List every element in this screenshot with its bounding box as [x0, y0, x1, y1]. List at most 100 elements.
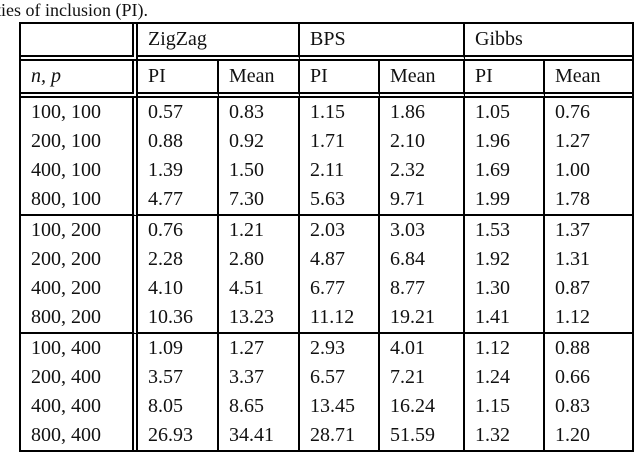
group-header-gibbs: Gibbs [465, 24, 632, 61]
value-cell: 3.03 [380, 216, 465, 245]
value-cell: 0.76 [555, 101, 590, 123]
value-cell: 2.93 [300, 334, 380, 363]
row-label: 800, 200 [21, 303, 138, 334]
table-caption-fragment: ties of inclusion (PI). [0, 0, 148, 20]
value-cell: 7.30 [219, 185, 300, 216]
value-cell: 1.99 [465, 185, 545, 216]
value-cell: 1.78 [545, 185, 632, 216]
table-row: 800, 200 10.36 13.23 11.12 19.21 1.41 1.… [21, 303, 632, 334]
row-label: 200, 100 [21, 127, 138, 156]
value-cell: 4.01 [380, 334, 465, 363]
table-row: 800, 400 26.93 34.41 28.71 51.59 1.32 1.… [21, 421, 632, 450]
row-label: 400, 400 [21, 392, 138, 421]
value-cell: 1.50 [219, 156, 300, 185]
value-cell: 1.92 [465, 245, 545, 274]
table-row: 400, 200 4.10 4.51 6.77 8.77 1.30 0.87 [21, 274, 632, 303]
value-cell: 2.28 [138, 245, 219, 274]
subheader-mean: Mean [380, 61, 465, 98]
value-cell: 1.24 [465, 363, 545, 392]
value-cell: 1.27 [219, 334, 300, 363]
value-cell: 1.41 [465, 303, 545, 334]
value-cell: 1.20 [555, 424, 590, 446]
value-cell: 1.69 [465, 156, 545, 185]
value-cell: 7.21 [380, 363, 465, 392]
group-header-bps: BPS [300, 24, 465, 61]
value-cell: 0.57 [138, 98, 219, 127]
value-cell: 0.83 [219, 98, 300, 127]
value-cell: 6.84 [380, 245, 465, 274]
row-label: 100, 100 [21, 98, 138, 127]
value-cell: 1.09 [138, 334, 219, 363]
value-cell: 1.12 [545, 303, 632, 334]
value-cell: 10.36 [138, 303, 219, 334]
value-cell: 4.10 [138, 274, 219, 303]
value-cell: 1.37 [555, 219, 590, 241]
value-cell: 0.83 [555, 395, 590, 417]
value-cell: 16.24 [380, 392, 465, 421]
group-header-row: ZigZag BPS Gibbs [21, 24, 632, 61]
table-row: 200, 100 0.88 0.92 1.71 2.10 1.96 1.27 [21, 127, 632, 156]
table-row: 400, 400 8.05 8.65 13.45 16.24 1.15 0.83 [21, 392, 632, 421]
value-cell: 4.51 [219, 274, 300, 303]
value-cell: 19.21 [380, 303, 465, 334]
value-cell: 0.76 [138, 216, 219, 245]
value-cell: 4.87 [300, 245, 380, 274]
table-row: 800, 100 4.77 7.30 5.63 9.71 1.99 1.78 [21, 185, 632, 216]
value-cell: 26.93 [138, 421, 219, 450]
value-cell: 1.32 [465, 421, 545, 450]
value-cell: 3.57 [138, 363, 219, 392]
value-cell: 13.23 [219, 303, 300, 334]
value-cell: 1.12 [465, 334, 545, 363]
subheader-mean: Mean [219, 61, 300, 98]
value-cell: 1.30 [465, 274, 545, 303]
sub-header-row: n, p PI Mean PI Mean PI Mean [21, 61, 632, 98]
row-label: 800, 100 [21, 185, 138, 216]
value-cell: 2.03 [300, 216, 380, 245]
row-label: 800, 400 [21, 421, 138, 450]
empty-corner-cell [21, 24, 138, 61]
value-cell: 0.88 [138, 127, 219, 156]
value-cell: 0.92 [219, 127, 300, 156]
row-header-label: n, p [21, 61, 138, 98]
row-label: 100, 400 [21, 334, 138, 363]
table-row: 400, 100 1.39 1.50 2.11 2.32 1.69 1.00 [21, 156, 632, 185]
value-cell: 6.77 [300, 274, 380, 303]
value-cell: 1.15 [465, 392, 545, 421]
value-cell: 2.32 [380, 156, 465, 185]
value-cell: 1.86 [380, 98, 465, 127]
subheader-mean: Mean [545, 61, 632, 98]
table-row: 100, 200 0.76 1.21 2.03 3.03 1.53 1.37 [21, 216, 632, 245]
value-cell: 0.87 [555, 277, 590, 299]
value-cell: 28.71 [300, 421, 380, 450]
value-cell: 9.71 [380, 185, 465, 216]
value-cell: 0.66 [555, 366, 590, 388]
row-label: 400, 200 [21, 274, 138, 303]
value-cell: 11.12 [300, 303, 380, 334]
value-cell: 1.96 [465, 127, 545, 156]
row-label: 400, 100 [21, 156, 138, 185]
row-label: 100, 200 [21, 216, 138, 245]
value-cell: 1.31 [555, 248, 590, 270]
value-cell: 4.77 [138, 185, 219, 216]
row-label: 200, 200 [21, 245, 138, 274]
subheader-pi: PI [465, 61, 545, 98]
value-cell: 0.88 [555, 337, 590, 359]
value-cell: 1.15 [300, 98, 380, 127]
value-cell: 2.10 [380, 127, 465, 156]
group-header-zigzag: ZigZag [138, 24, 300, 61]
value-cell: 5.63 [300, 185, 380, 216]
value-cell: 8.05 [138, 392, 219, 421]
value-cell: 13.45 [300, 392, 380, 421]
value-cell: 34.41 [219, 421, 300, 450]
value-cell: 1.39 [138, 156, 219, 185]
value-cell: 3.37 [219, 363, 300, 392]
value-cell: 1.71 [300, 127, 380, 156]
table-row: 100, 400 1.09 1.27 2.93 4.01 1.12 0.88 [21, 334, 632, 363]
value-cell: 2.80 [219, 245, 300, 274]
value-cell: 8.77 [380, 274, 465, 303]
value-cell: 1.00 [555, 159, 590, 181]
value-cell: 8.65 [219, 392, 300, 421]
row-label: 200, 400 [21, 363, 138, 392]
value-cell: 1.05 [465, 98, 545, 127]
